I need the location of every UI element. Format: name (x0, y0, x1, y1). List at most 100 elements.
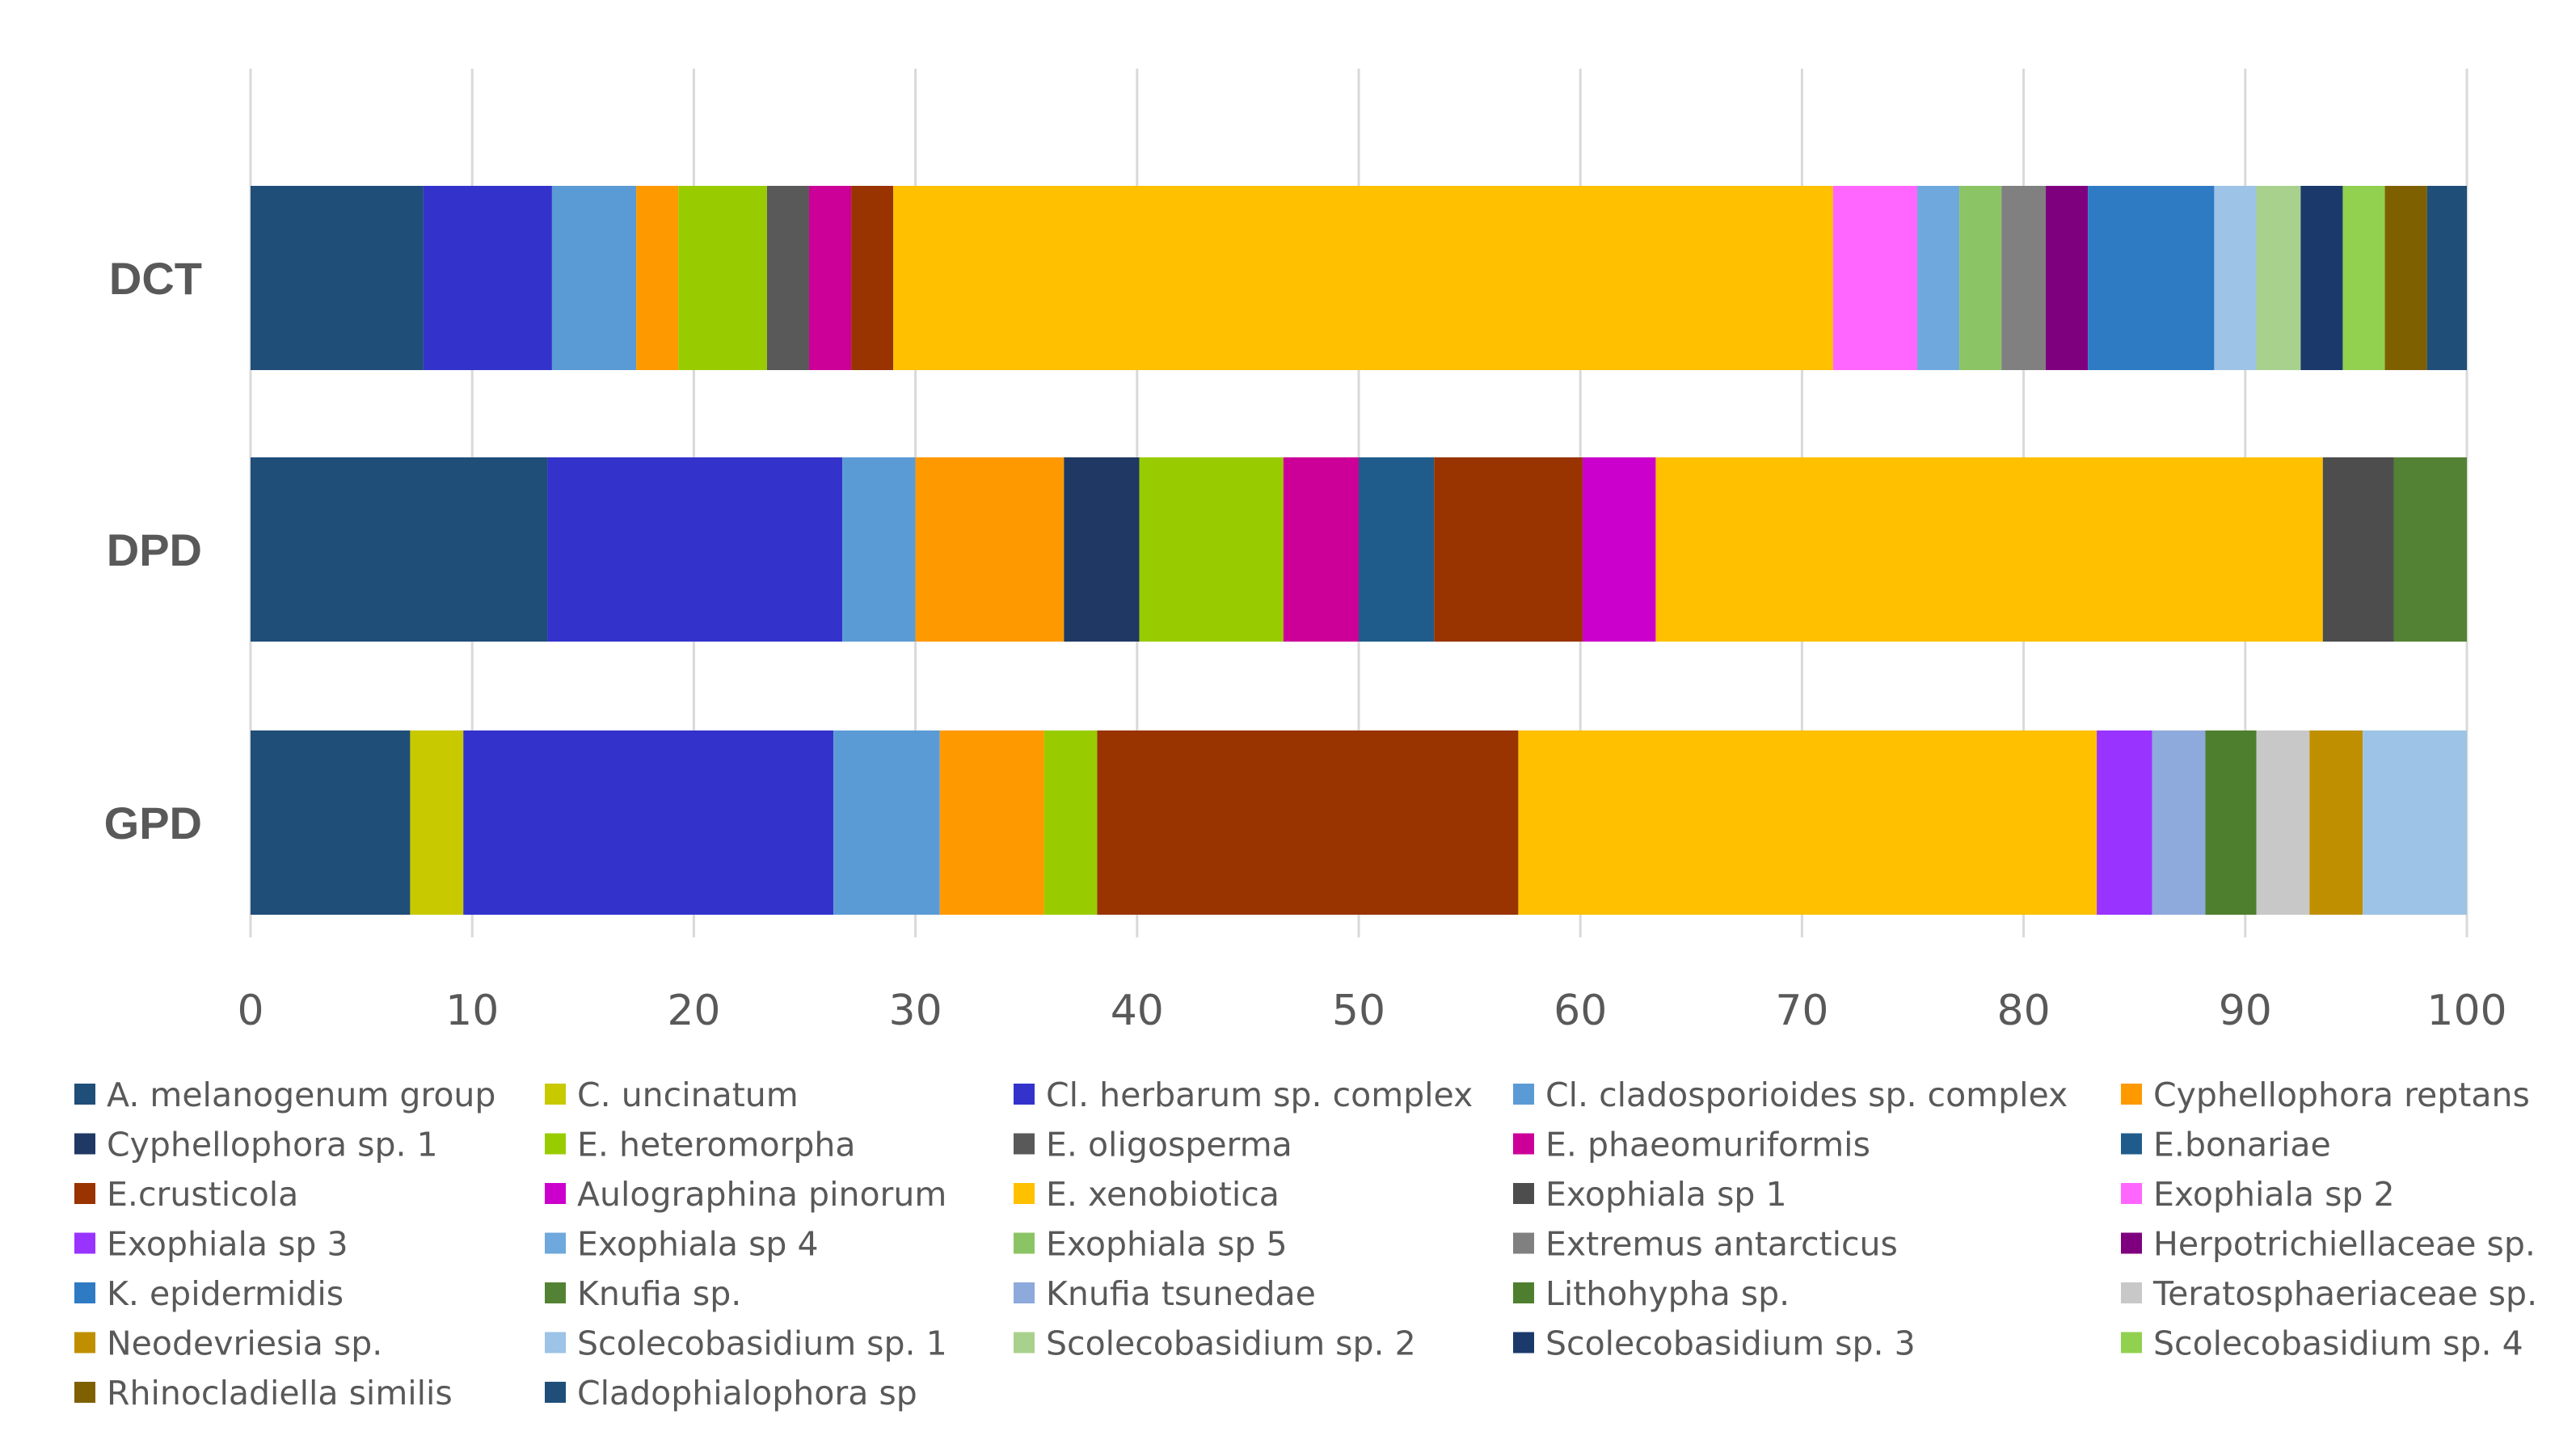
bar-dct-series-28 (2300, 186, 2343, 370)
legend-swatch-0 (74, 1084, 95, 1105)
x-tick-label-10: 10 (445, 987, 499, 1035)
bar-dct-series-12 (893, 186, 1833, 370)
legend-label-8: E. phaeomuriformis (1545, 1126, 1870, 1164)
bar-gpd-series-26 (2363, 730, 2467, 915)
legend-label-11: Aulographina pinorum (577, 1175, 947, 1214)
legend-swatch-11 (545, 1183, 566, 1204)
bar-gpd-series-10 (1097, 730, 1519, 915)
x-axis-tick-labels: 0 10 20 30 40 50 60 70 80 90 100 (237, 987, 2506, 1035)
legend-swatch-9 (2121, 1133, 2142, 1155)
bar-dpd-series-4 (915, 457, 1065, 642)
bar-dpd-series-21 (2393, 457, 2467, 642)
x-tick-label-50: 50 (1332, 987, 1385, 1035)
bar-gpd-series-23 (2205, 730, 2257, 915)
bar-gpd-series-3 (833, 730, 940, 915)
bar-dpd-series-13 (2322, 457, 2394, 642)
legend-label-21: Knufia sp. (577, 1274, 741, 1313)
legend-swatch-19 (2121, 1232, 2142, 1254)
legend-swatch-6 (545, 1133, 566, 1155)
legend-swatch-20 (74, 1282, 95, 1303)
category-label-dpd: DPD (107, 524, 202, 575)
bar-gpd-series-22 (2152, 730, 2206, 915)
bar-dpd-series-0 (251, 457, 548, 642)
x-tick-label-60: 60 (1554, 987, 1607, 1035)
bar-dct-series-2 (423, 186, 552, 370)
bar-dpd-series-5 (1064, 457, 1140, 642)
legend-swatch-5 (74, 1133, 95, 1155)
legend-swatch-7 (1014, 1133, 1035, 1155)
bar-dct-series-14 (1832, 186, 1917, 370)
bar-dpd-series-8 (1283, 457, 1359, 642)
legend-swatch-27 (1014, 1332, 1035, 1353)
bar-gpd-series-1 (410, 730, 464, 915)
legend-label-3: Cl. cladosporioides sp. complex (1545, 1076, 2068, 1114)
legend-swatch-8 (1513, 1133, 1534, 1155)
bar-dpd-series-11 (1582, 457, 1656, 642)
legend-swatch-31 (545, 1382, 566, 1403)
bar-dct-series-6 (678, 186, 767, 370)
legend-label-30: Rhinocladiella similis (107, 1374, 453, 1412)
legend-swatch-13 (1513, 1183, 1534, 1204)
legend-swatch-28 (1513, 1332, 1534, 1353)
legend-swatch-16 (545, 1232, 566, 1254)
legend-swatch-30 (74, 1382, 95, 1403)
bar-dct-series-18 (2001, 186, 2047, 370)
legend-swatch-12 (1014, 1183, 1035, 1204)
legend-label-7: E. oligosperma (1046, 1126, 1292, 1164)
bar-dct-series-8 (808, 186, 852, 370)
legend-label-20: K. epidermidis (107, 1274, 344, 1313)
x-tick-label-20: 20 (667, 987, 720, 1035)
bar-dpd-series-9 (1359, 457, 1435, 642)
bar-dct-series-10 (851, 186, 894, 370)
bars (251, 186, 2467, 915)
legend-label-25: Neodevriesia sp. (107, 1324, 382, 1363)
bar-gpd-series-24 (2256, 730, 2310, 915)
legend-label-15: Exophiala sp 3 (107, 1225, 348, 1264)
bar-dpd-series-10 (1434, 457, 1583, 642)
legend-label-2: Cl. herbarum sp. complex (1046, 1076, 1473, 1114)
legend-label-17: Exophiala sp 5 (1046, 1225, 1288, 1264)
legend-label-27: Scolecobasidium sp. 2 (1046, 1324, 1416, 1363)
legend-label-12: E. xenobiotica (1046, 1175, 1280, 1214)
legend-swatch-1 (545, 1084, 566, 1105)
bar-dct-series-17 (1959, 186, 2002, 370)
category-label-dct: DCT (109, 253, 202, 304)
legend-label-26: Scolecobasidium sp. 1 (577, 1324, 947, 1363)
legend-swatch-3 (1513, 1084, 1534, 1105)
legend-swatch-23 (1513, 1282, 1534, 1303)
x-tick-label-90: 90 (2219, 987, 2272, 1035)
legend-label-5: Cyphellophora sp. 1 (107, 1126, 438, 1164)
legend-swatch-15 (74, 1232, 95, 1254)
x-tick-label-70: 70 (1775, 987, 1828, 1035)
legend-label-16: Exophiala sp 4 (577, 1225, 819, 1264)
legend-label-4: Cyphellophora reptans (2153, 1076, 2530, 1114)
x-tick-label-40: 40 (1111, 987, 1164, 1035)
legend: A. melanogenum group C. uncinatum Cl. herb… (74, 1076, 2537, 1412)
bar-dct-series-7 (766, 186, 809, 370)
bar-dpd-series-2 (547, 457, 843, 642)
x-tick-label-80: 80 (1997, 987, 2051, 1035)
bar-gpd-series-0 (251, 730, 411, 915)
bar-dct-series-19 (2046, 186, 2089, 370)
bar-gpd-series-6 (1043, 730, 1098, 915)
bar-dpd-series-6 (1139, 457, 1284, 642)
legend-label-22: Knufia tsunedae (1046, 1274, 1316, 1313)
legend-label-9: E.bonariae (2153, 1126, 2331, 1164)
bar-dct-series-31 (2426, 186, 2467, 370)
bar-dct-series-29 (2342, 186, 2385, 370)
bar-dct-series-27 (2256, 186, 2301, 370)
x-tick-label-0: 0 (237, 987, 264, 1035)
legend-label-1: C. uncinatum (577, 1076, 799, 1114)
legend-swatch-18 (1513, 1232, 1534, 1254)
legend-swatch-24 (2121, 1282, 2142, 1303)
bar-dct-series-3 (551, 186, 637, 370)
bar-dct-series-30 (2384, 186, 2427, 370)
legend-label-18: Extremus antarcticus (1545, 1225, 1898, 1264)
legend-label-31: Cladophialophora sp (577, 1374, 917, 1412)
legend-swatch-17 (1014, 1232, 1035, 1254)
legend-swatch-29 (2121, 1332, 2142, 1353)
bar-dct-series-0 (251, 186, 424, 370)
legend-label-28: Scolecobasidium sp. 3 (1545, 1324, 1916, 1363)
bar-gpd-series-25 (2309, 730, 2363, 915)
x-tick-label-100: 100 (2426, 987, 2506, 1035)
